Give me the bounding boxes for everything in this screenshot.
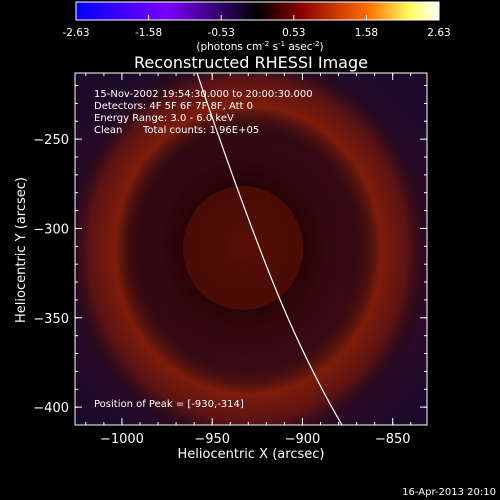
plot-frame xyxy=(74,72,428,426)
footer-date: 16-Apr-2013 20:10 xyxy=(402,487,496,498)
colorbar-tick-label: 0.53 xyxy=(282,27,305,39)
info-block: 15-Nov-2002 19:54:30.000 to 20:00:30.000… xyxy=(94,89,313,410)
x-tick-label: −900 xyxy=(285,432,321,447)
y-axis: −250 −300 −350 −400 xyxy=(33,85,427,426)
y-tick-label: −250 xyxy=(33,133,69,148)
reconstructed-image xyxy=(75,73,427,425)
info-energy-range: Energy Range: 3.0 - 6.0 keV xyxy=(94,113,234,124)
y-tick-label: −300 xyxy=(33,222,69,237)
plot-title: Reconstructed RHESSI Image xyxy=(134,53,368,72)
colorbar-tick-labels: -2.63 -1.58 -0.53 0.53 1.58 2.63 xyxy=(62,27,450,39)
colorbar-tick-label: -1.58 xyxy=(135,27,162,39)
x-axis: −1000 −950 −900 −850 xyxy=(85,73,412,447)
colorbar: -2.63 -1.58 -0.53 0.53 1.58 2.63 (photons cm-… xyxy=(62,1,451,53)
solar-limb-line xyxy=(196,73,343,425)
x-tick-label: −850 xyxy=(375,432,411,447)
y-tick-label: −400 xyxy=(33,401,69,416)
colorbar-tick-label: 1.58 xyxy=(355,27,378,39)
info-peak-position: Position of Peak = [-930,-314] xyxy=(94,399,244,410)
info-total-counts: Total counts: 1.96E+05 xyxy=(142,125,259,136)
colorbar-tick-label: -2.63 xyxy=(62,27,89,39)
info-detectors: Detectors: 4F 5F 6F 7F 8F, Att 0 xyxy=(94,101,253,112)
y-tick-label: −350 xyxy=(33,312,69,327)
info-time-range: 15-Nov-2002 19:54:30.000 to 20:00:30.000 xyxy=(94,89,313,100)
colorbar-frame xyxy=(75,1,440,21)
x-tick-label: −1000 xyxy=(100,432,144,447)
colorbar-tick-label: 2.63 xyxy=(427,27,450,39)
colorbar-tick-label: -0.53 xyxy=(208,27,235,39)
peak-source xyxy=(210,207,278,287)
info-clean: Clean xyxy=(94,125,122,136)
colorbar-strip xyxy=(76,2,439,20)
colorbar-ticks xyxy=(75,15,440,20)
y-axis-title: Heliocentric Y (arcsec) xyxy=(14,177,29,323)
x-axis-title: Heliocentric X (arcsec) xyxy=(178,447,325,462)
colorbar-unit-label: (photons cm-2 s-1 asec-2) xyxy=(196,40,323,53)
x-tick-label: −950 xyxy=(194,432,230,447)
